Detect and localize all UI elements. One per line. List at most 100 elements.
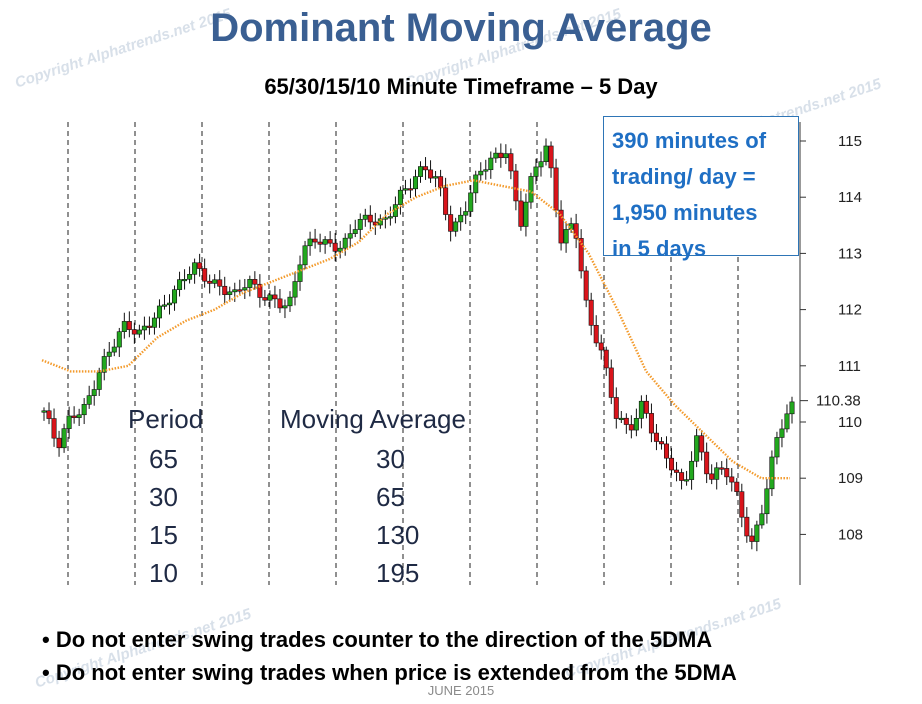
candle-body (292, 281, 298, 298)
candle-body (106, 351, 112, 357)
candle-body (141, 325, 147, 331)
candle-body (709, 473, 715, 480)
candle-body (719, 467, 725, 470)
candle-body (101, 356, 107, 373)
candle-body (327, 239, 333, 244)
candle-body (412, 176, 418, 190)
candle-body (71, 415, 77, 418)
candle-body (136, 329, 142, 335)
candle-body (643, 400, 649, 414)
minutes-callout: 390 minutes of trading/ day = 1,950 minu… (603, 116, 799, 261)
y-tick-label: 108 (838, 526, 863, 543)
candle-body (744, 516, 750, 537)
candle-body (488, 157, 494, 171)
candle-body (262, 297, 268, 301)
candle-body (41, 410, 47, 413)
candle-body (764, 488, 770, 515)
candle-body (187, 274, 193, 280)
candle-body (538, 161, 544, 168)
candle-body (563, 229, 569, 244)
table-cell-ma: 130 (376, 520, 420, 550)
candle-body (473, 174, 479, 194)
candle-body (548, 145, 554, 169)
candle-body (603, 349, 609, 369)
callout-line: 1,950 minutes (612, 200, 758, 225)
table-cell-period: 65 (149, 444, 178, 474)
candle-body (126, 321, 132, 330)
candle-body (337, 247, 343, 252)
moving-average-line (41, 179, 790, 480)
candle-body (729, 476, 735, 483)
candle-body (397, 189, 403, 205)
candle-body (312, 238, 318, 243)
candle-body (704, 451, 710, 475)
table-cell-period: 15 (149, 520, 178, 550)
candle-body (146, 325, 152, 328)
candle-body (332, 242, 338, 252)
candle-body (674, 469, 680, 473)
candle-body (151, 317, 157, 328)
candle-body (347, 233, 353, 239)
candle-body (598, 342, 604, 351)
candle-body (724, 468, 730, 478)
candle-body (638, 400, 644, 419)
bullet-text: Do not enter swing trades when price is … (55, 660, 737, 685)
candle-body (302, 245, 308, 266)
candle-body (739, 491, 745, 518)
candle-body (423, 166, 429, 171)
candle-body (689, 460, 695, 480)
callout-line: in 5 days (612, 236, 707, 261)
candle-body (367, 214, 373, 223)
candle-body (684, 479, 690, 482)
candle-body (111, 346, 117, 353)
candle-body (161, 304, 167, 307)
candle-body (483, 169, 489, 172)
candle-body (91, 389, 97, 396)
candle-body (448, 214, 454, 232)
callout-line: trading/ day = (612, 164, 756, 189)
candle-body (46, 410, 52, 419)
candle-body (478, 170, 484, 176)
candle-body (578, 238, 584, 272)
candle-body (658, 441, 664, 445)
candle-body (402, 188, 408, 191)
candle-body (197, 262, 203, 269)
y-tick-label: 109 (838, 470, 863, 487)
candle-body (297, 264, 303, 282)
candle-body (623, 417, 629, 425)
candle-body (156, 305, 162, 319)
candle-body (458, 214, 464, 223)
candle-body (774, 437, 780, 458)
candle-body (116, 331, 122, 348)
page-subtitle: 65/30/15/10 Minute Timeframe – 5 Day (264, 74, 658, 99)
candle-body (66, 415, 72, 429)
candle-body (513, 170, 519, 202)
candle-body (573, 223, 579, 239)
bullet-item: • Do not enter swing trades when price i… (42, 660, 737, 685)
candle-body (257, 283, 263, 298)
candle-body (493, 152, 499, 159)
last-price-label: 110.38 (816, 393, 861, 410)
candle-body (518, 200, 524, 227)
candle-body (714, 467, 720, 480)
candle-body (583, 270, 589, 301)
candle-body (618, 417, 624, 421)
candle-body (232, 289, 238, 293)
candle-body (252, 279, 258, 285)
candle-body (734, 481, 740, 492)
candle-body (307, 238, 313, 247)
bullet-text: Do not enter swing trades counter to the… (55, 627, 713, 652)
candle-body (217, 279, 223, 287)
y-tick-label: 114 (838, 189, 862, 206)
candle-body (433, 176, 439, 179)
candle-body (342, 237, 348, 249)
candle-body (387, 216, 393, 219)
candle-body (653, 432, 659, 442)
candle-body (463, 211, 469, 216)
candle-body (443, 187, 449, 215)
candle-body (382, 217, 388, 220)
candle-body (508, 153, 514, 172)
candle-body (633, 418, 639, 431)
candle-body (362, 214, 368, 220)
